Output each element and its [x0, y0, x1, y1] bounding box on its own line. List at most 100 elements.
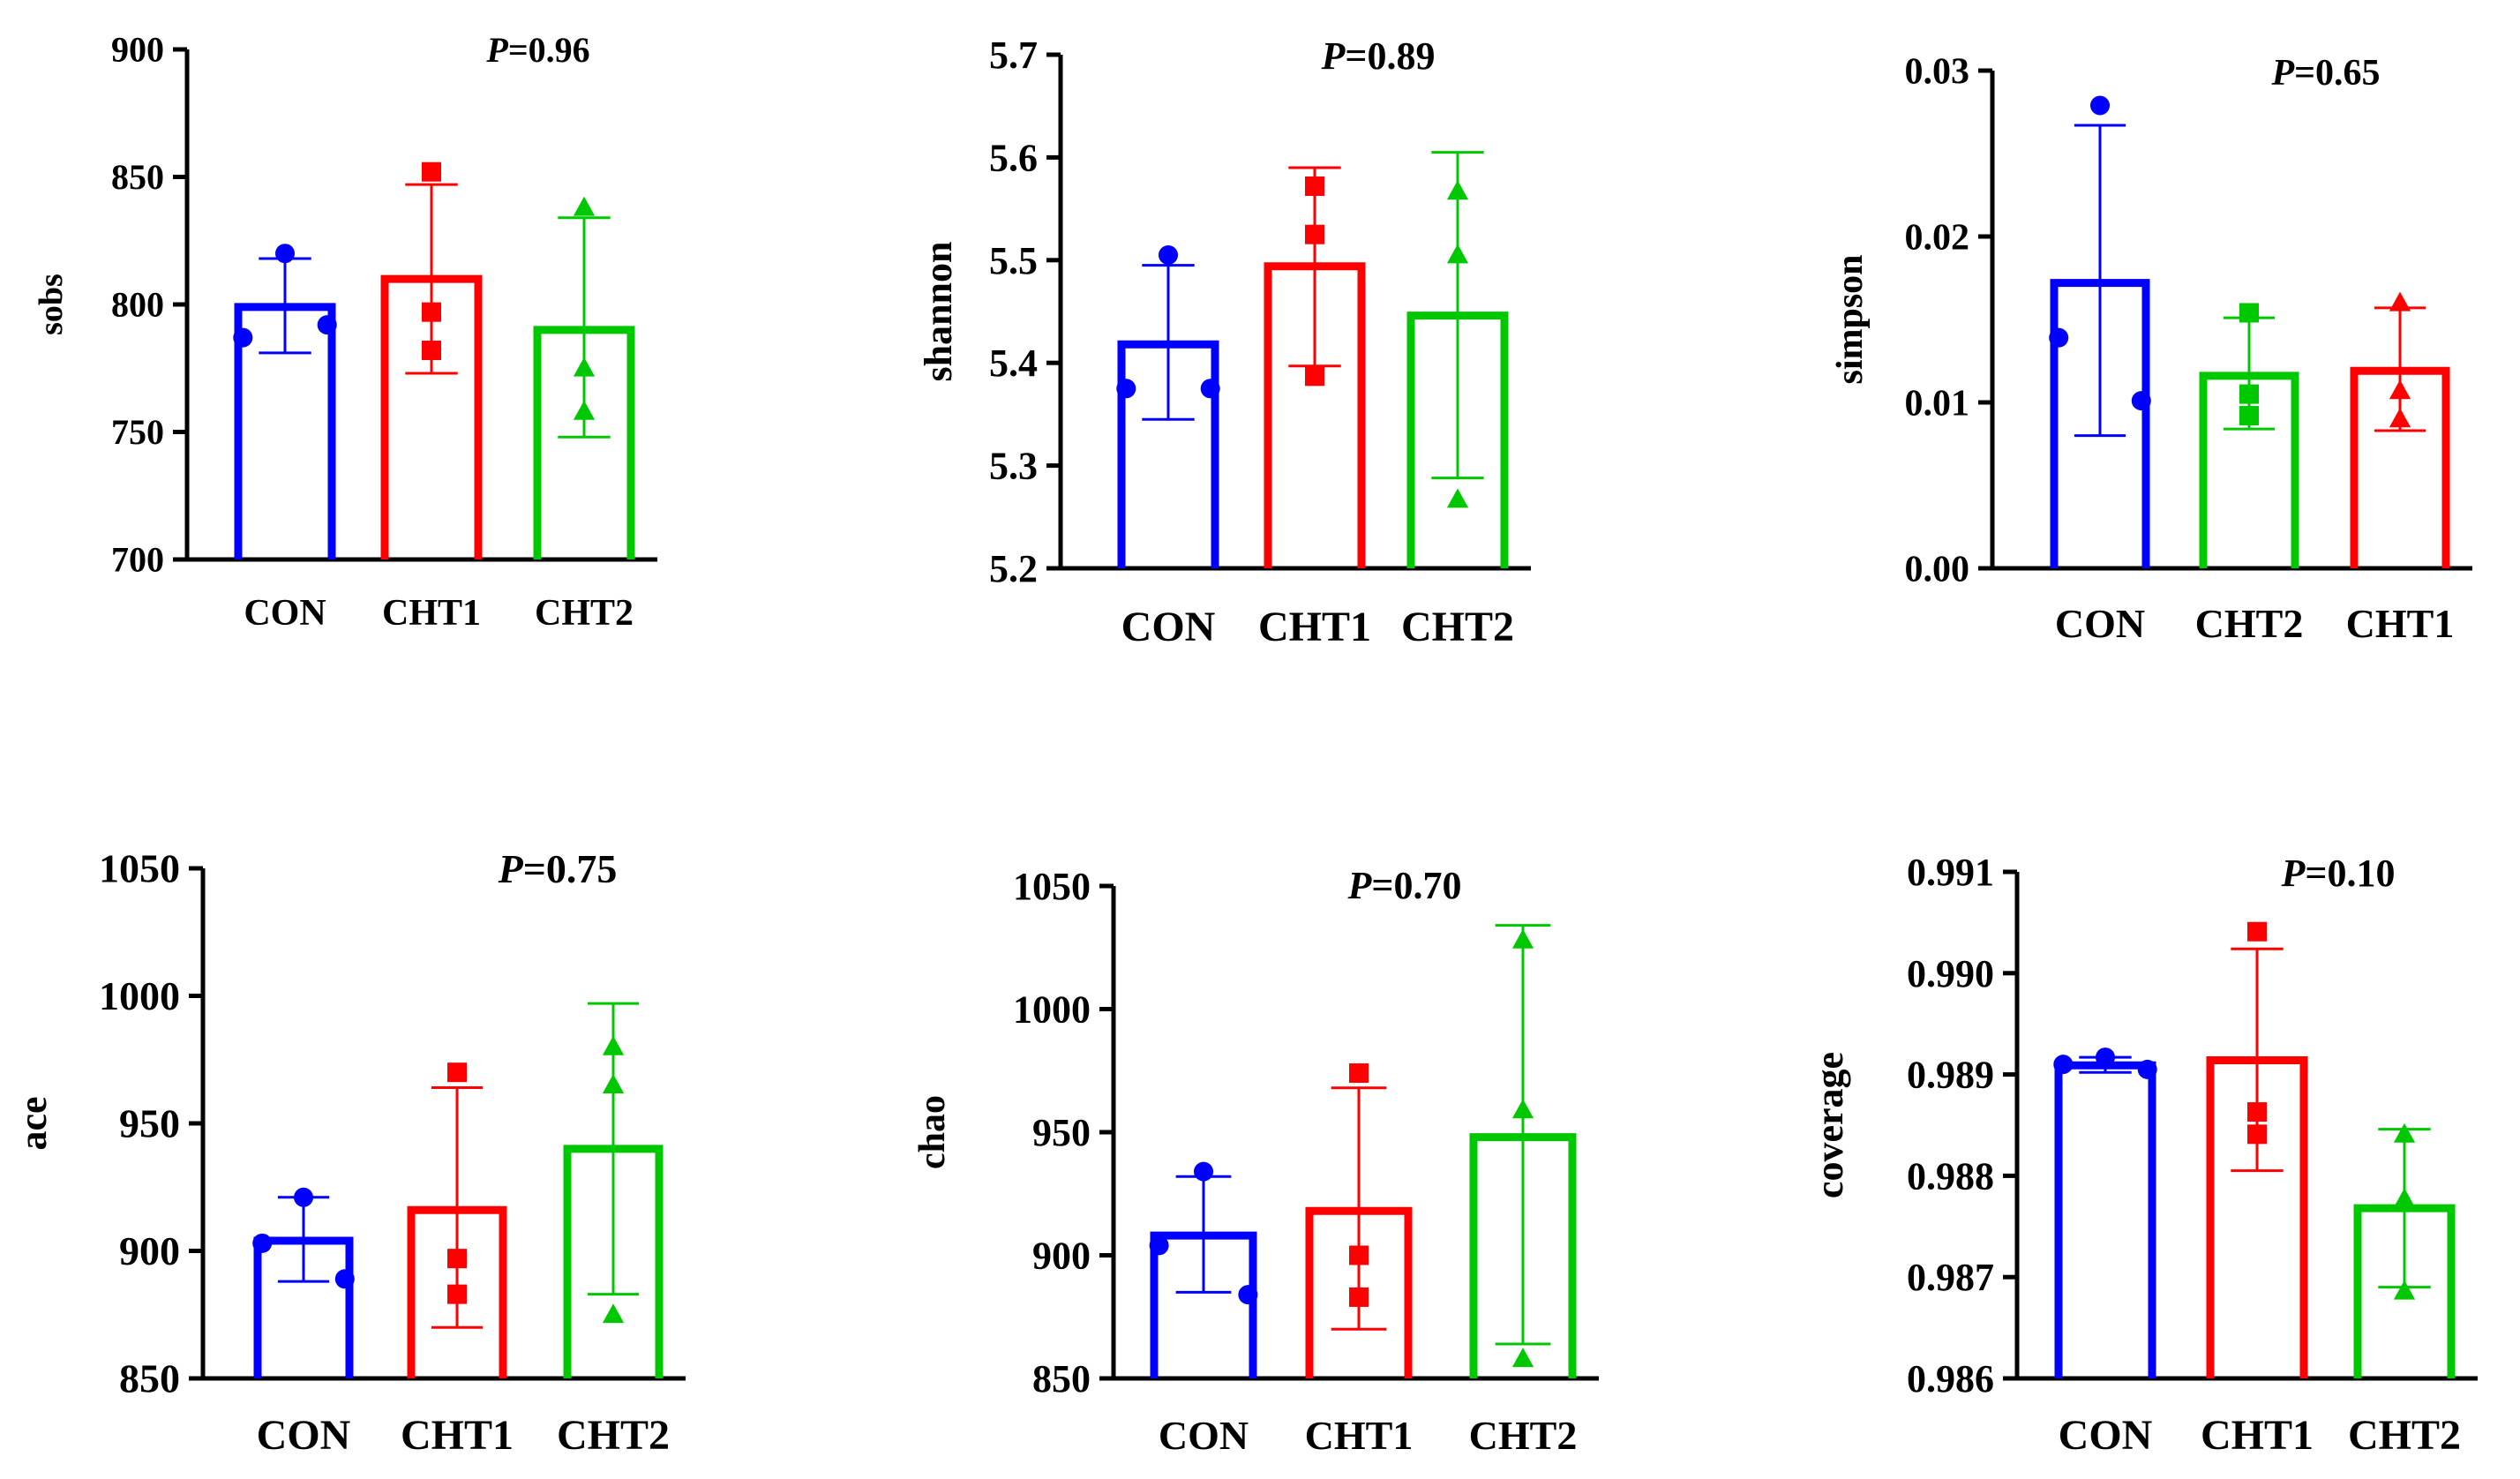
data-point-cht1 — [1305, 176, 1324, 196]
data-point-con — [2096, 1047, 2115, 1068]
data-point-cht2 — [2239, 384, 2259, 404]
data-point-cht2 — [2393, 1280, 2416, 1300]
y-tick-label: 950 — [1032, 1111, 1091, 1154]
y-axis-label: sobs — [33, 274, 70, 335]
y-tick-label: 900 — [119, 1228, 180, 1273]
data-point-cht1 — [447, 1249, 467, 1269]
y-tick-label: 5.2 — [989, 547, 1038, 590]
data-point-con — [275, 244, 295, 264]
y-tick-label: 800 — [111, 285, 164, 325]
bar-con — [2054, 1061, 2156, 1378]
data-point-con — [1149, 1235, 1169, 1256]
y-tick-label: 850 — [111, 157, 164, 197]
y-tick-label: 700 — [111, 540, 164, 580]
data-point-con — [2090, 95, 2110, 116]
y-tick-label: 1050 — [99, 846, 180, 891]
data-point-cht1 — [2389, 291, 2411, 312]
category-label-cht2: CHT2 — [1401, 604, 1514, 650]
y-tick-label: 1050 — [1013, 865, 1091, 908]
category-label-cht1: CHT1 — [2201, 1412, 2314, 1459]
data-point-cht2 — [573, 400, 596, 420]
y-tick-label: 5.4 — [989, 342, 1038, 385]
data-point-cht1 — [2389, 379, 2411, 400]
y-tick-label: 950 — [119, 1101, 180, 1146]
y-tick-label: 0.02 — [1905, 217, 1970, 258]
panel-shannon: 5.2 5.3 5.4 5.5 5.6 5.7 shannon P=0.89 CON CHT1 CH… — [917, 34, 1531, 650]
category-label-cht2: CHT2 — [2348, 1412, 2461, 1459]
category-label-cht1: CHT1 — [2346, 601, 2455, 646]
data-point-con — [334, 1269, 355, 1289]
p-value-label: P=0.10 — [2281, 852, 2396, 895]
data-point-con — [1116, 379, 1136, 399]
y-axis-label: coverage — [1808, 1052, 1851, 1198]
p-value-label: P=0.70 — [1347, 864, 1462, 907]
data-point-con — [1194, 1161, 1213, 1182]
y-tick-label: 0.990 — [1907, 952, 1994, 995]
data-point-cht2 — [1511, 1099, 1534, 1119]
category-label-con: CON — [257, 1412, 351, 1459]
category-label-cht2: CHT2 — [535, 593, 634, 634]
data-point-cht2 — [2393, 1188, 2416, 1208]
panel-coverage: 0.986 0.987 0.988 0.989 0.990 0.991 coverage P=… — [1808, 851, 2478, 1459]
data-point-con — [233, 327, 253, 348]
category-label-cht1: CHT1 — [1305, 1413, 1414, 1458]
panel-sobs: 700 750 800 850 900 sobs P=0.96 CON CHT1 CHT2 — [33, 30, 657, 634]
data-point-cht2 — [573, 357, 596, 377]
p-value-label: P=0.89 — [1321, 34, 1436, 78]
category-label-con: CON — [2055, 601, 2145, 646]
data-point-cht2 — [2239, 406, 2259, 426]
data-point-cht1 — [2389, 408, 2411, 428]
y-tick-label: 750 — [111, 412, 164, 452]
data-point-cht1 — [2247, 1124, 2267, 1145]
category-label-cht2: CHT2 — [557, 1412, 670, 1459]
category-label-con: CON — [244, 593, 326, 634]
y-tick-label: 0.988 — [1907, 1154, 1994, 1197]
category-label-cht1: CHT1 — [382, 593, 481, 634]
panel-ace: 850 900 950 1000 1050 ace P=0.75 CON CHT1 CHT2 — [11, 846, 686, 1459]
data-point-con — [317, 315, 337, 335]
data-point-cht1 — [422, 302, 441, 322]
y-tick-label: 0.00 — [1905, 549, 1970, 589]
data-point-con — [1159, 244, 1178, 265]
data-point-cht1 — [1305, 224, 1324, 244]
data-point-cht2 — [1446, 488, 1469, 508]
data-point-cht2 — [1446, 180, 1469, 200]
category-label-con: CON — [2059, 1412, 2153, 1459]
data-point-cht2 — [1511, 928, 1534, 949]
category-label-cht1: CHT1 — [1258, 604, 1371, 650]
y-tick-label: 5.5 — [989, 239, 1038, 282]
p-value-label: P=0.75 — [498, 846, 618, 891]
y-tick-label: 0.03 — [1905, 51, 1970, 92]
y-axis-label: ace — [11, 1096, 55, 1150]
data-point-cht1 — [1349, 1287, 1369, 1307]
category-label-con: CON — [1159, 1413, 1249, 1458]
category-label-cht1: CHT1 — [401, 1412, 514, 1459]
data-point-cht1 — [2247, 921, 2267, 942]
y-tick-label: 5.7 — [989, 34, 1038, 77]
panel-simpson: 0.00 0.01 0.02 0.03 simpson P=0.65 CON CHT2 CHT1 — [1830, 51, 2472, 646]
p-value-label: P=0.96 — [485, 30, 589, 70]
y-tick-label: 5.6 — [989, 136, 1038, 179]
data-point-cht1 — [1349, 1063, 1369, 1084]
data-point-cht1 — [447, 1062, 467, 1083]
y-tick-label: 1000 — [99, 973, 180, 1018]
y-axis-label: simpson — [1830, 254, 1871, 384]
data-point-con — [2131, 391, 2151, 411]
data-point-con — [1238, 1285, 1258, 1305]
data-point-cht1 — [422, 161, 441, 182]
y-tick-label: 850 — [1032, 1357, 1091, 1400]
data-point-con — [2053, 1055, 2074, 1075]
data-point-cht1 — [1349, 1245, 1369, 1265]
y-tick-label: 0.986 — [1907, 1357, 1994, 1400]
data-point-cht2 — [2393, 1122, 2416, 1143]
y-axis-label: shannon — [917, 241, 960, 381]
data-point-con — [294, 1187, 313, 1207]
category-label-cht2: CHT2 — [2195, 601, 2304, 646]
p-value-label: P=0.65 — [2270, 53, 2380, 94]
category-label-con: CON — [1121, 604, 1216, 650]
y-tick-label: 1000 — [1013, 987, 1091, 1031]
data-point-cht2 — [1446, 244, 1469, 264]
data-point-con — [1200, 379, 1220, 399]
data-point-con — [2049, 327, 2069, 348]
